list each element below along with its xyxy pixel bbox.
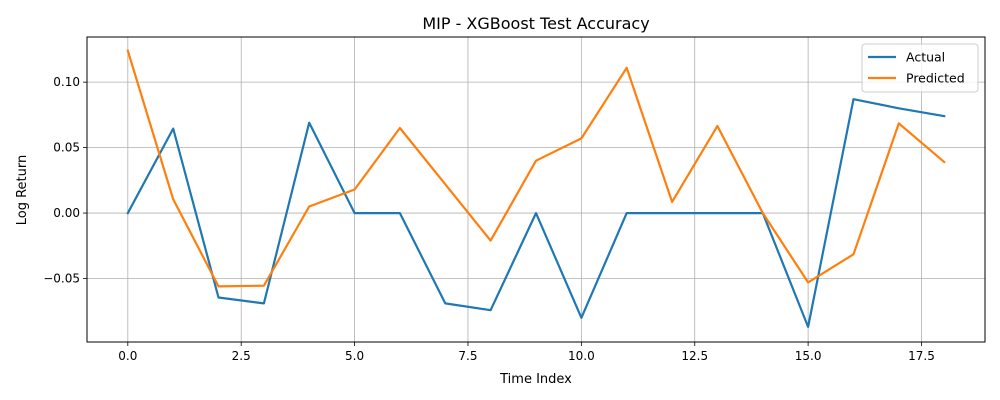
x-tick-label: 17.5 (908, 349, 935, 363)
series-line-actual (126, 98, 946, 328)
legend-label-predicted: Predicted (906, 71, 965, 86)
x-tick-label: 12.5 (681, 349, 708, 363)
y-axis-label: Log Return (15, 155, 30, 226)
y-axis-ticks: −0.05 0.00 0.05 0.10 (43, 75, 87, 286)
x-tick-label: 10.0 (568, 349, 595, 363)
legend: Actual Predicted (861, 43, 979, 93)
series-lines (126, 49, 946, 328)
x-tick-label: 2.5 (232, 349, 251, 363)
chart-title: MIP - XGBoost Test Accuracy (422, 14, 649, 33)
x-axis-label: Time Index (499, 372, 572, 387)
y-tick-label: 0.05 (53, 141, 80, 155)
x-tick-label: 7.5 (458, 349, 477, 363)
x-axis-ticks: 0.0 2.5 5.0 7.5 10.0 12.5 15.0 17.5 (118, 342, 935, 363)
x-tick-label: 0.0 (118, 349, 137, 363)
y-tick-label: 0.10 (53, 75, 80, 89)
x-tick-label: 15.0 (795, 349, 822, 363)
plot-frame (86, 36, 986, 343)
x-tick-label: 5.0 (345, 349, 364, 363)
y-tick-label: 0.00 (53, 206, 80, 220)
series-line-predicted (126, 49, 946, 288)
legend-label-actual: Actual (906, 50, 945, 65)
grid-lines (87, 37, 985, 342)
y-tick-label: −0.05 (43, 272, 80, 286)
